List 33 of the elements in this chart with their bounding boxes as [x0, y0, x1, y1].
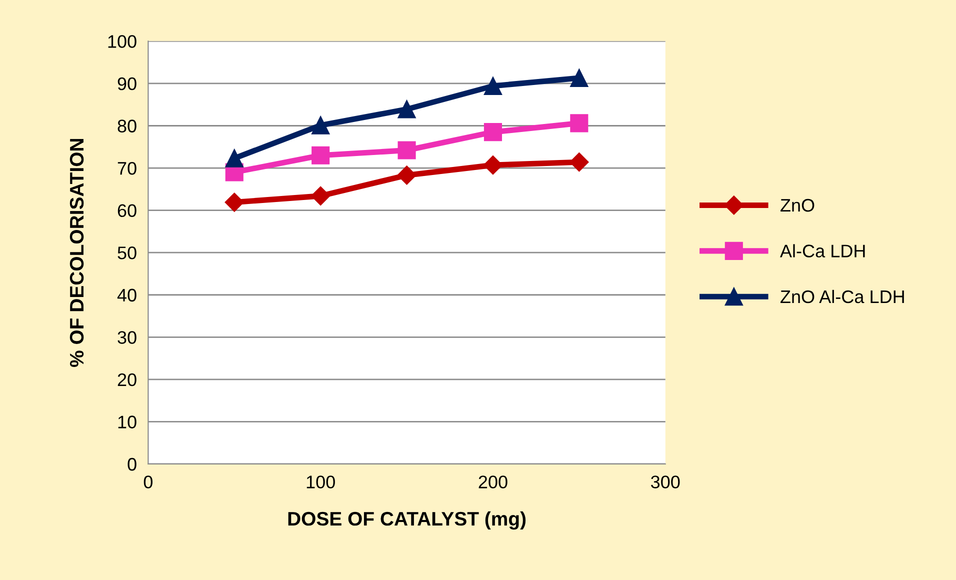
y-tick-label: 10 — [118, 416, 136, 428]
y-tick-label: 90 — [118, 77, 136, 90]
x-tick-label: 300 — [651, 476, 680, 488]
point — [484, 76, 502, 96]
point — [225, 149, 244, 168]
legend-label: ZnO Al-Ca LDH — [780, 290, 904, 304]
point — [398, 100, 416, 118]
y-tick-label: 70 — [118, 162, 136, 175]
point — [398, 141, 416, 160]
y-tick-label: 30 — [118, 331, 136, 344]
legend-label: Al-Ca LDH — [780, 244, 865, 258]
y-tick-label: 80 — [118, 120, 136, 132]
y-tick-label: 60 — [118, 204, 136, 218]
y-tick-label: 0 — [128, 458, 136, 471]
y-tick-label: 100 — [108, 35, 136, 48]
point — [570, 68, 588, 87]
y-tick-label: 50 — [118, 246, 136, 260]
y-tick-label: 40 — [117, 288, 136, 302]
x-axis-title: DOSE OF CATALYST (mg) — [288, 511, 526, 530]
point — [311, 186, 330, 206]
y-axis-title: % OF DECOLORISATION — [70, 139, 84, 367]
x-tick-label: 0 — [144, 476, 152, 488]
point — [484, 123, 502, 142]
point — [570, 114, 588, 132]
point — [224, 192, 244, 212]
y-tick-label: 20 — [118, 373, 136, 386]
point — [570, 152, 589, 172]
x-tick-label: 200 — [478, 476, 508, 488]
point — [312, 146, 330, 164]
x-tick-label: 100 — [306, 476, 335, 488]
legend-label: ZnO — [780, 198, 814, 212]
point — [312, 116, 330, 134]
point — [397, 166, 416, 185]
